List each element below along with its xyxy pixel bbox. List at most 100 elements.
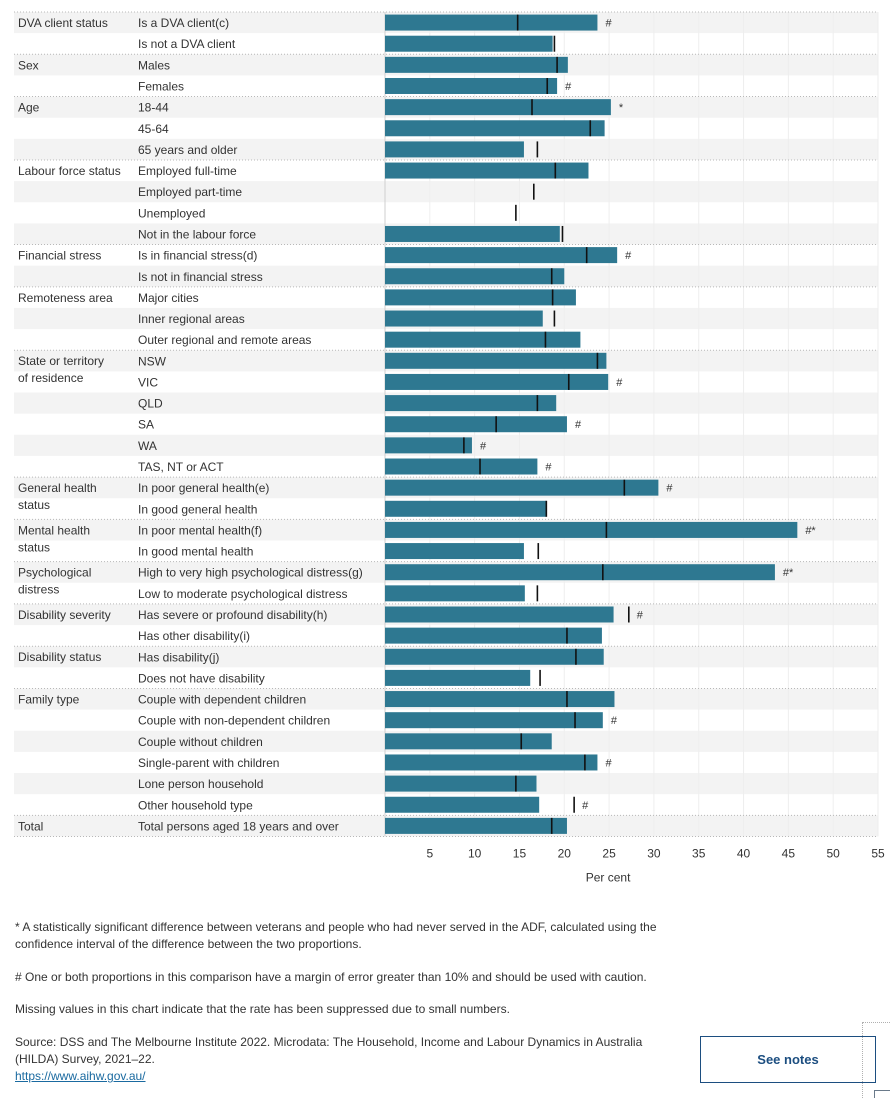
significance-flag: #	[666, 483, 673, 495]
bar	[385, 99, 611, 116]
row-label: Has other disability(i)	[138, 629, 250, 643]
row-label: In poor general health(e)	[138, 481, 269, 495]
row-label: Has disability(j)	[138, 650, 219, 664]
x-axis-title: Per cent	[586, 870, 631, 884]
bar	[385, 310, 543, 327]
x-tick-label: 35	[692, 846, 706, 860]
row-label: Unemployed	[138, 206, 205, 220]
significance-flag: #	[616, 377, 623, 389]
frame-corner	[862, 1022, 890, 1098]
row-label: Females	[138, 79, 184, 93]
significance-flag: #	[625, 250, 632, 262]
group-label: Total	[18, 819, 43, 833]
bar	[385, 648, 604, 665]
bar	[385, 817, 567, 834]
significance-flag: #	[575, 419, 582, 431]
footnote-margin-of-error: # One or both proportions in this compar…	[15, 970, 647, 984]
footnote-missing-values: Missing values in this chart indicate th…	[15, 1002, 510, 1016]
row-label: Males	[138, 58, 170, 72]
x-tick-label: 10	[468, 846, 482, 860]
row-label: TAS, NT or ACT	[138, 460, 224, 474]
bar	[385, 437, 472, 454]
bar	[385, 712, 603, 729]
row-label: 18-44	[138, 101, 169, 115]
row-label: Couple with dependent children	[138, 693, 306, 707]
significance-flag: #	[480, 440, 487, 452]
see-notes-button[interactable]: See notes	[700, 1036, 876, 1083]
bar	[385, 268, 565, 285]
row-label: Has severe or profound disability(h)	[138, 608, 327, 622]
group-label: Sex	[18, 58, 39, 72]
significance-flag: #	[637, 609, 644, 621]
row-label: High to very high psychological distress…	[138, 566, 363, 580]
group-label: DVA client status	[18, 16, 108, 30]
group-label: Disability severity	[18, 608, 111, 622]
significance-flag: #	[611, 715, 618, 727]
group-label: Mental health status	[18, 523, 90, 554]
source-link[interactable]: https://www.aihw.gov.au/	[15, 1069, 146, 1083]
bar	[385, 35, 553, 52]
bar	[385, 141, 524, 158]
row-label: SA	[138, 418, 154, 432]
row-label: WA	[138, 439, 157, 453]
x-tick-label: 20	[558, 846, 572, 860]
row-label: Employed full-time	[138, 164, 237, 178]
group-label: Age	[18, 101, 40, 115]
row-label: In good general health	[138, 502, 257, 516]
bar	[385, 733, 552, 750]
row-label: Is in financial stress(d)	[138, 249, 257, 263]
bar	[385, 120, 605, 137]
bar	[385, 395, 557, 412]
row-label: Inner regional areas	[138, 312, 245, 326]
bar	[385, 521, 798, 538]
row-label: Major cities	[138, 291, 199, 305]
row-label: Single-parent with children	[138, 756, 279, 770]
x-tick-label: 45	[782, 846, 796, 860]
row-label: Does not have disability	[138, 671, 265, 685]
source-note: Source: DSS and The Melbourne Institute …	[15, 1034, 675, 1085]
bar	[385, 162, 589, 179]
bar	[385, 14, 598, 31]
row-label: Low to moderate psychological distress	[138, 587, 347, 601]
row-label: Not in the labour force	[138, 227, 256, 241]
row-label: VIC	[138, 375, 158, 389]
bar	[385, 225, 560, 242]
bar	[385, 479, 659, 496]
bar	[385, 543, 524, 560]
x-tick-label: 15	[513, 846, 527, 860]
row-label: Couple without children	[138, 735, 263, 749]
row-label: Is a DVA client(c)	[138, 16, 229, 30]
bar	[385, 669, 531, 686]
significance-flag: #*	[805, 525, 816, 537]
row-label: Is not a DVA client	[138, 37, 236, 51]
row-label: In good mental health	[138, 545, 253, 559]
bar	[385, 77, 558, 94]
bar	[385, 564, 775, 581]
footnote-significance: * A statistically significant difference…	[15, 920, 657, 951]
bar	[385, 247, 618, 264]
significance-flag: #*	[783, 567, 794, 579]
bar	[385, 775, 537, 792]
row-label: Outer regional and remote areas	[138, 333, 311, 347]
row-label: 45-64	[138, 122, 169, 136]
bar	[385, 56, 568, 73]
bar	[385, 352, 607, 369]
bar	[385, 691, 615, 708]
chart: DVA client status Sex Age Labour force stat…	[14, 11, 885, 884]
group-label: Disability status	[18, 650, 101, 664]
row-label: Total persons aged 18 years and over	[138, 819, 339, 833]
significance-flag: #	[582, 800, 589, 812]
x-tick-label: 30	[647, 846, 661, 860]
frame-corner-inner	[874, 1090, 890, 1098]
bar	[385, 754, 598, 771]
group-label: Psychological distress	[18, 566, 91, 597]
group-label: Labour force status	[18, 164, 121, 178]
group-label: Family type	[18, 692, 80, 706]
row-stripe	[14, 181, 878, 203]
bar	[385, 458, 538, 475]
bar	[385, 500, 547, 517]
row-label: Employed part-time	[138, 185, 242, 199]
x-tick-label: 40	[737, 846, 751, 860]
source-text: Source: DSS and The Melbourne Institute …	[15, 1035, 643, 1066]
row-label: NSW	[138, 354, 167, 368]
